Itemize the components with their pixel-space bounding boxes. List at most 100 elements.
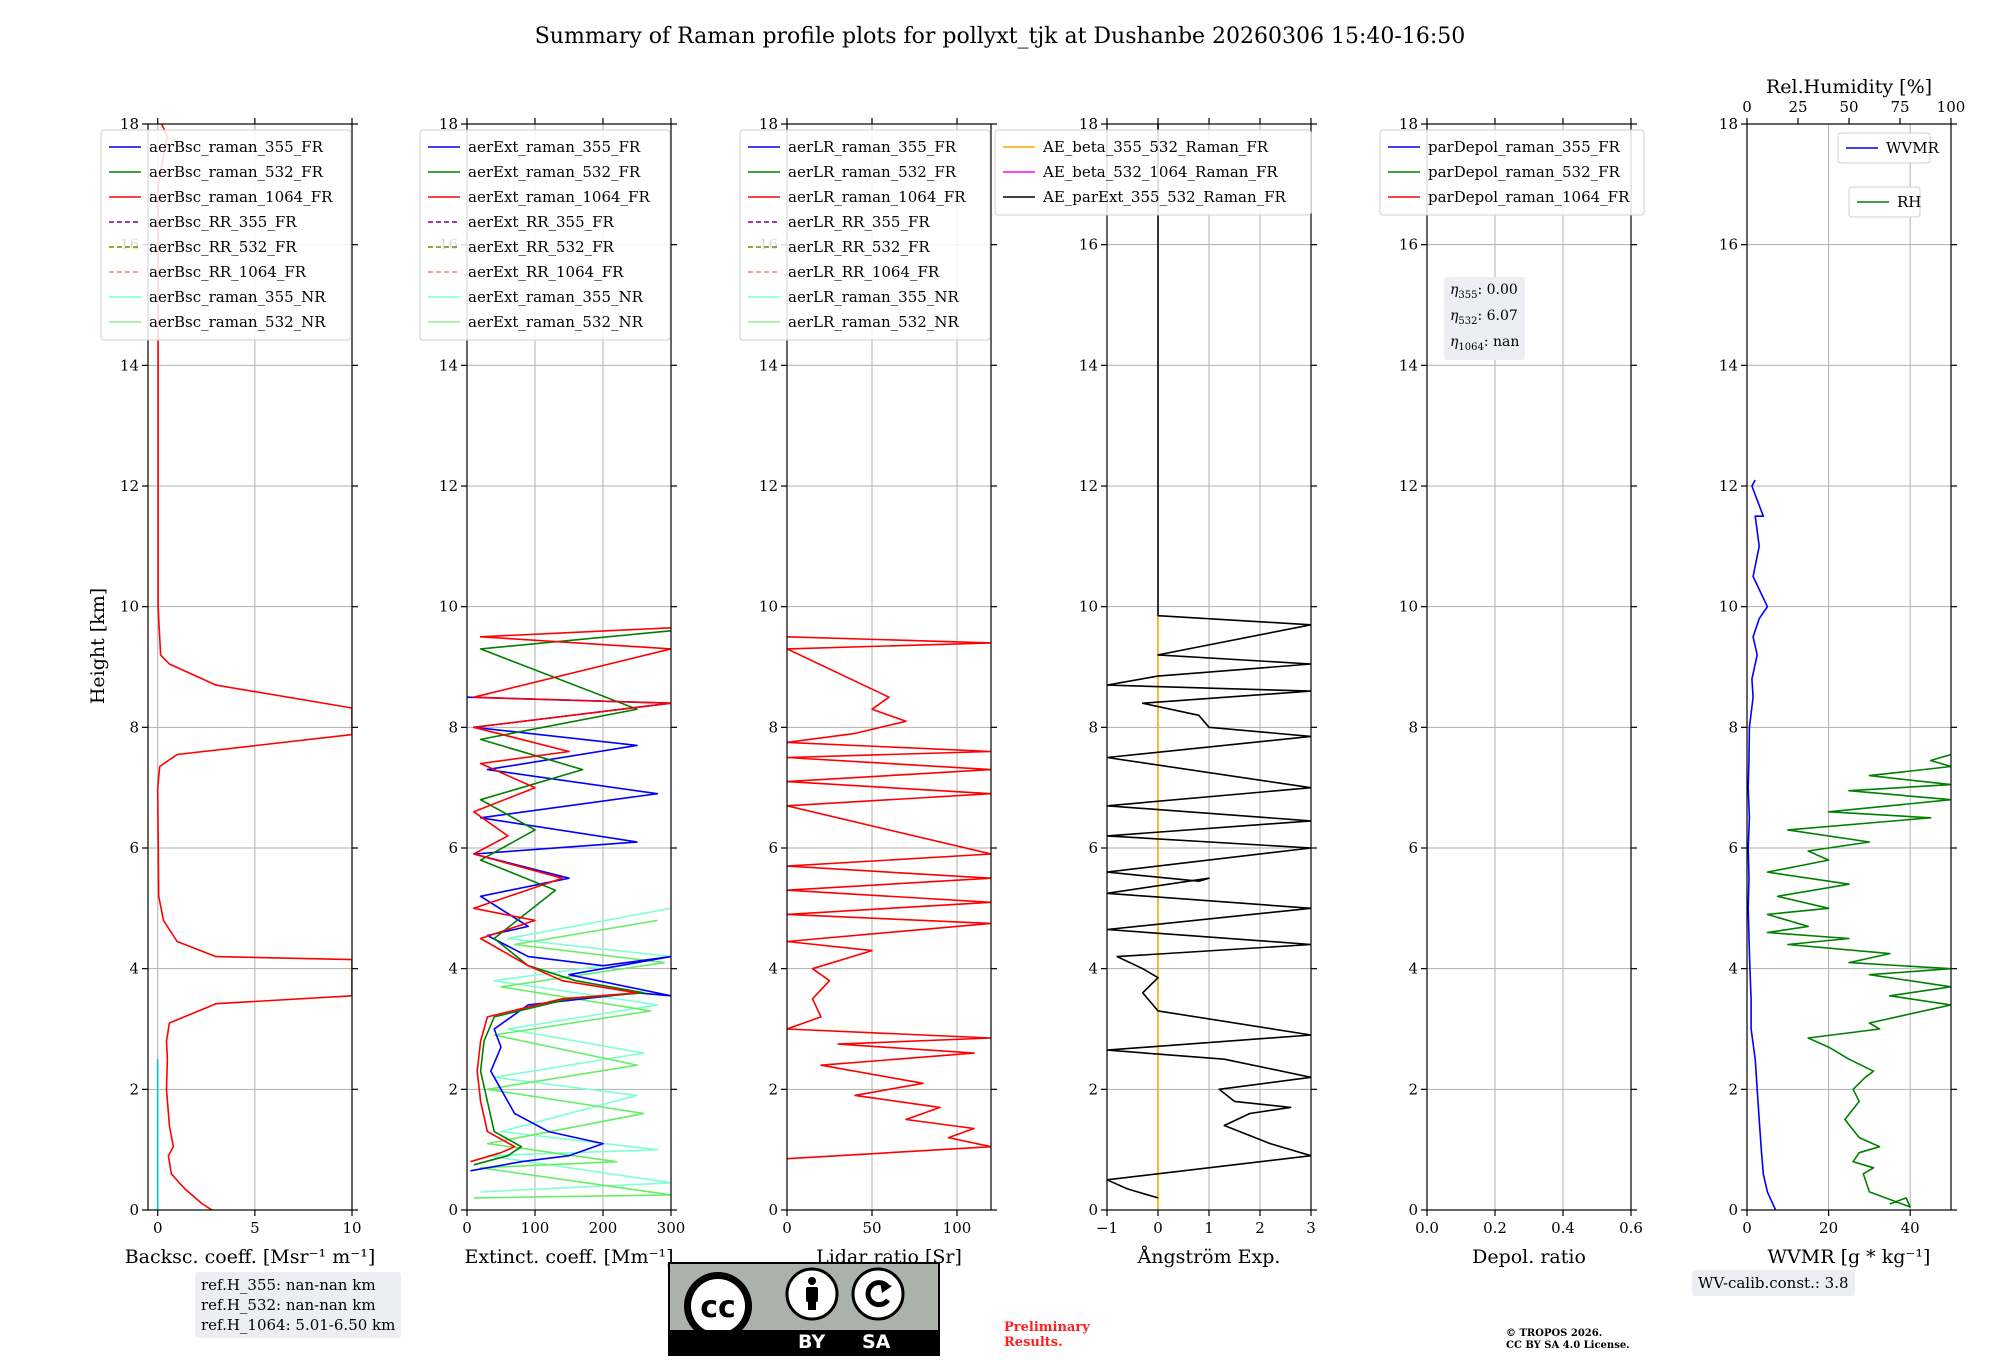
- y-tick-label: 18: [1079, 115, 1098, 133]
- legend-label: aerBsc_raman_532_NR: [149, 313, 326, 331]
- y-tick-label: 12: [120, 477, 139, 495]
- y-tick-label: 0: [1408, 1201, 1418, 1219]
- prelim-line-2: Results.: [1004, 1335, 1063, 1350]
- y-tick-label: 12: [1079, 477, 1098, 495]
- x-tick-label: 40: [1901, 1219, 1920, 1237]
- cc-sa-label: SA: [862, 1331, 891, 1353]
- axes-frame: [786, 123, 992, 1211]
- y-tick-label: 4: [1088, 960, 1098, 978]
- y-tick-label: 2: [768, 1080, 778, 1098]
- cc-strip: BY SA: [670, 1330, 938, 1354]
- y-tick-label: 16: [1719, 236, 1738, 254]
- legend: parDepol_raman_355_FR parDepol_raman_532_…: [1379, 129, 1645, 216]
- y-tick-label: 6: [1728, 839, 1738, 857]
- top-x-tick-label: 100: [1937, 98, 1966, 116]
- panel-1: 0510024681012141618Backsc. coeff. [Msr⁻¹…: [100, 115, 375, 1268]
- x-tick-label: 0: [1742, 1219, 1752, 1237]
- x-tick-label: 0: [1153, 1219, 1163, 1237]
- y-tick-label: 4: [448, 960, 458, 978]
- y-tick-label: 8: [129, 718, 139, 736]
- legend-label: AE_beta_532_1064_Raman_FR: [1042, 163, 1278, 181]
- legend-label: aerBsc_raman_355_FR: [149, 138, 324, 156]
- x-tick-label: 200: [589, 1219, 618, 1237]
- cc-license-badge: cc BY SA: [668, 1262, 940, 1356]
- legend-box: [1837, 132, 1931, 164]
- legend-box: [419, 129, 671, 341]
- x-tick-label: 100: [521, 1219, 550, 1237]
- y-tick-label: 16: [1399, 236, 1418, 254]
- y-tick-label: 6: [1408, 839, 1418, 857]
- axes-frame: [1426, 123, 1632, 1211]
- x-tick-label: 5: [250, 1219, 260, 1237]
- copyright-line-2: CC BY SA 4.0 License.: [1506, 1340, 1630, 1351]
- y-tick-label: 18: [759, 115, 778, 133]
- x-tick-label: 0: [153, 1219, 163, 1237]
- x-tick-label: 300: [657, 1219, 686, 1237]
- plot-area-6: [1747, 479, 1951, 1210]
- y-tick-label: 8: [448, 718, 458, 736]
- axes-frame: [147, 123, 353, 1211]
- plot-area-2: [467, 627, 671, 1199]
- y-tick-label: 10: [1079, 598, 1098, 616]
- legend-box: [100, 129, 352, 341]
- y-tick-label: 2: [129, 1080, 139, 1098]
- series-aerBsc_raman_1064_FR: [156, 124, 352, 1210]
- legend: aerLR_raman_355_FR aerLR_raman_532_FR aerL…: [739, 129, 991, 341]
- y-tick-label: 14: [1399, 356, 1418, 374]
- legend-label: AE_beta_355_532_Raman_FR: [1042, 138, 1269, 156]
- y-tick-label: 12: [1719, 477, 1738, 495]
- eta-532: η532: 6.07: [1450, 307, 1518, 327]
- y-tick-label: 0: [768, 1201, 778, 1219]
- plot-area-3: [787, 636, 991, 1160]
- wv-calibration-box: WV-calib.const.: 3.8: [1692, 1270, 1855, 1296]
- legend-label: aerExt_raman_355_FR: [468, 138, 641, 156]
- chart-title: Summary of Raman profile plots for polly…: [535, 24, 1466, 49]
- axes-frame: [466, 123, 672, 1211]
- legend-label: aerLR_raman_355_FR: [788, 138, 957, 156]
- y-tick-label: 18: [439, 115, 458, 133]
- top-x-tick-label: 25: [1788, 98, 1807, 116]
- legend-label: WVMR: [1886, 139, 1940, 157]
- plot-area-4: [1107, 124, 1311, 1210]
- x-tick-label: 2: [1255, 1219, 1265, 1237]
- x-tick-label: 10: [342, 1219, 361, 1237]
- wv-calib-text: WV-calib.const.: 3.8: [1698, 1274, 1849, 1292]
- legend-label: aerBsc_raman_1064_FR: [149, 188, 333, 206]
- legend-label: aerLR_raman_355_NR: [788, 288, 959, 306]
- x-axis-label: Ångström Exp.: [1137, 1246, 1281, 1268]
- y-tick-label: 6: [768, 839, 778, 857]
- y-tick-label: 10: [439, 598, 458, 616]
- y-tick-label: 4: [129, 960, 139, 978]
- series-RH: [1766, 753, 1951, 1208]
- eta-box: η355: 0.00 η532: 6.07 η1064: nan: [1444, 277, 1526, 361]
- legend-label: aerLR_raman_1064_FR: [788, 188, 966, 206]
- y-tick-label: 0: [448, 1201, 458, 1219]
- x-tick-label: 0.2: [1483, 1219, 1507, 1237]
- y-tick-label: 2: [1728, 1080, 1738, 1098]
- ref-h-1064: ref.H_1064: 5.01-6.50 km: [201, 1316, 396, 1334]
- y-tick-label: 16: [1079, 236, 1098, 254]
- legend-label: RH: [1897, 193, 1921, 211]
- y-tick-label: 0: [129, 1201, 139, 1219]
- series-aerExt_raman_532_FR: [473, 630, 671, 1166]
- legend-label: aerExt_raman_1064_FR: [468, 188, 650, 206]
- panels: 0510024681012141618Backsc. coeff. [Msr⁻¹…: [100, 76, 1965, 1268]
- copyright-note: © TROPOS 2026. CC BY SA 4.0 License.: [1506, 1328, 1630, 1352]
- legend-label: aerExt_RR_532_FR: [468, 238, 615, 256]
- y-tick-label: 14: [1719, 356, 1738, 374]
- x-axis-label: Depol. ratio: [1472, 1246, 1586, 1268]
- y-axis-label: Height [km]: [87, 588, 109, 704]
- y-tick-label: 18: [1399, 115, 1418, 133]
- reference-height-box: ref.H_355: nan-nan km ref.H_532: nan-nan…: [195, 1272, 402, 1338]
- legend-label: aerBsc_raman_355_NR: [149, 288, 326, 306]
- y-tick-label: 8: [768, 718, 778, 736]
- legend-label: parDepol_raman_1064_FR: [1428, 188, 1630, 206]
- y-tick-label: 12: [759, 477, 778, 495]
- y-tick-label: 14: [120, 356, 139, 374]
- y-tick-label: 10: [759, 598, 778, 616]
- cc-logo-icon: cc: [684, 1267, 905, 1340]
- y-tick-label: 2: [1408, 1080, 1418, 1098]
